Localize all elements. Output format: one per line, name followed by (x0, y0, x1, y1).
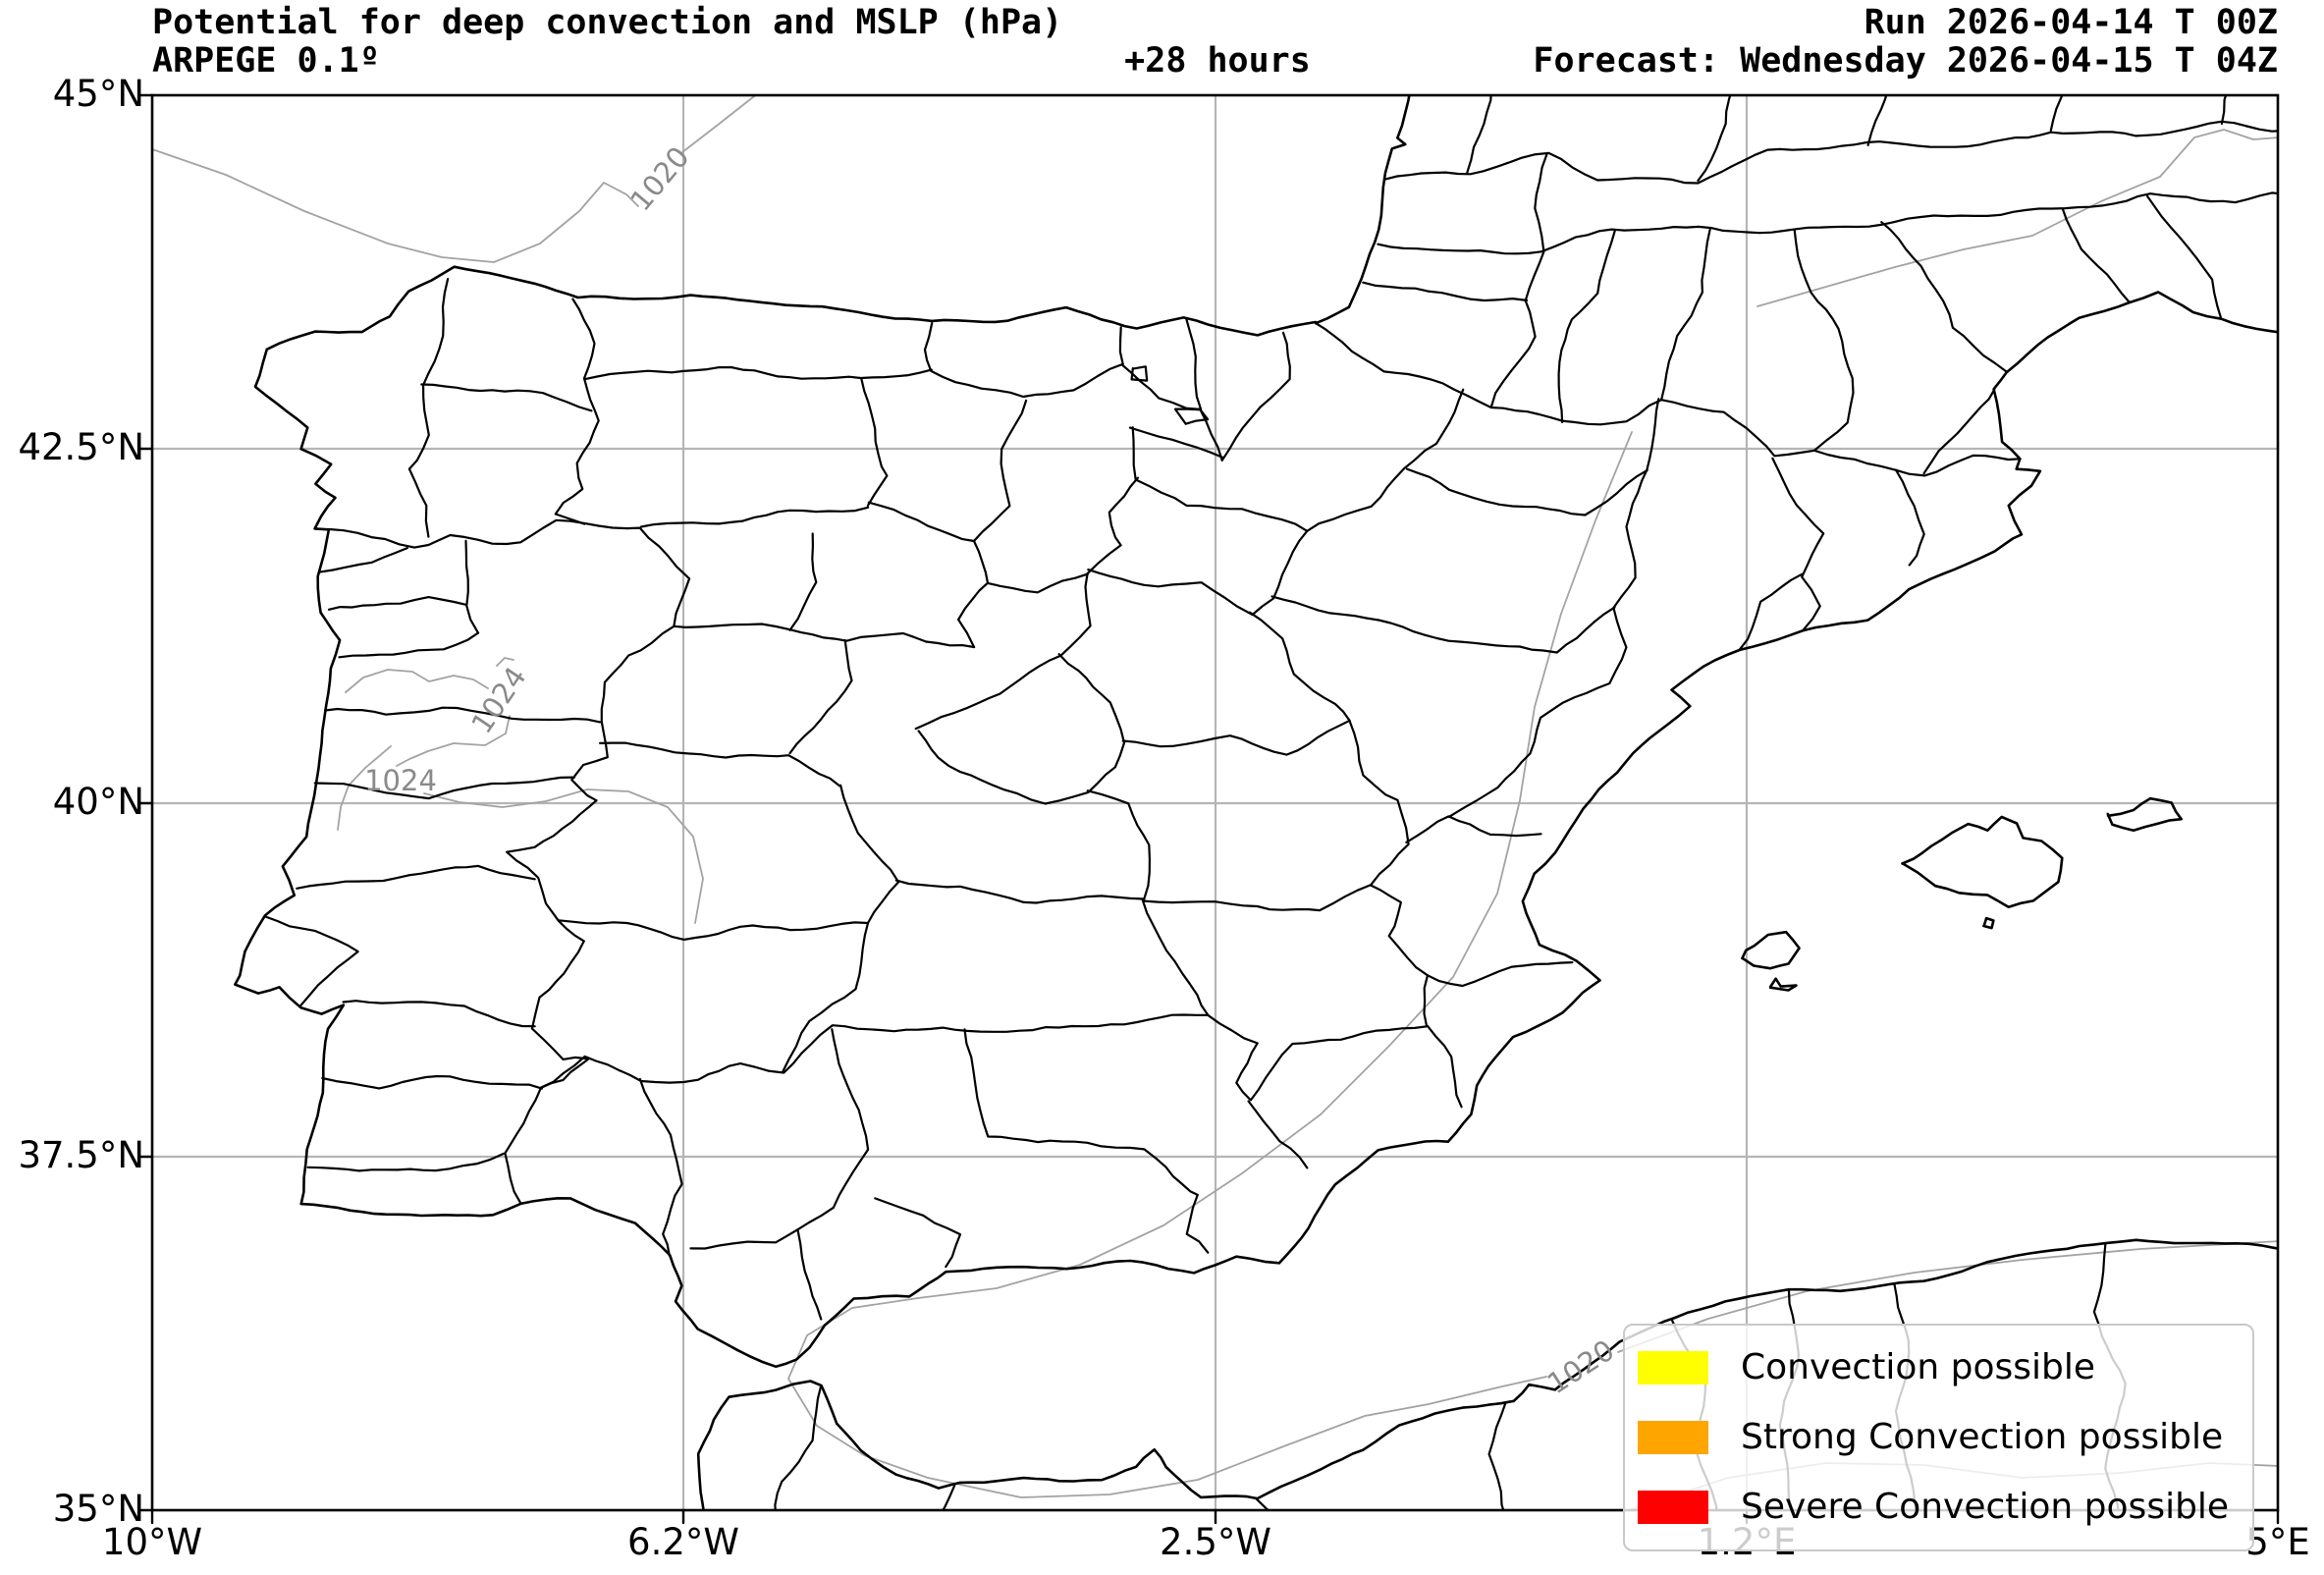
x-tick-label: 5°E (2245, 1521, 2310, 1563)
strong-convection-swatch (1638, 1420, 1708, 1454)
forecast-timestamp: Forecast: Wednesday 2026-04-15 T 04Z (1533, 41, 2278, 81)
y-tick-label: 42.5°N (18, 425, 144, 468)
severe-convection-swatch (1638, 1490, 1708, 1524)
legend: Convection possible Strong Convection po… (1623, 1324, 2254, 1551)
y-tick-label: 35°N (52, 1487, 144, 1530)
legend-row-convection: Convection possible (1625, 1339, 2252, 1396)
legend-label: Severe Convection possible (1741, 1486, 2230, 1527)
x-tick-label: 6.2°W (627, 1521, 739, 1563)
lead-time: +28 hours (1124, 41, 1311, 81)
x-tick-label: 10°W (101, 1521, 203, 1563)
x-tick-label: 2.5°W (1160, 1521, 1271, 1563)
convection-possible-swatch (1638, 1351, 1708, 1385)
y-tick-label: 45°N (52, 72, 144, 115)
legend-row-severe-convection: Severe Convection possible (1625, 1479, 2252, 1536)
legend-row-strong-convection: Strong Convection possible (1625, 1409, 2252, 1466)
y-tick-label: 40°N (52, 780, 144, 823)
model-name: ARPEGE 0.1º (152, 41, 380, 81)
y-tick-label: 37.5°N (18, 1133, 144, 1176)
legend-label: Convection possible (1741, 1347, 2096, 1388)
mslp-contour-label: 1024 (364, 764, 437, 797)
page-title: Potential for deep convection and MSLP (… (152, 3, 1063, 42)
legend-label: Strong Convection possible (1741, 1416, 2224, 1457)
run-timestamp: Run 2026-04-14 T 00Z (1864, 3, 2278, 42)
